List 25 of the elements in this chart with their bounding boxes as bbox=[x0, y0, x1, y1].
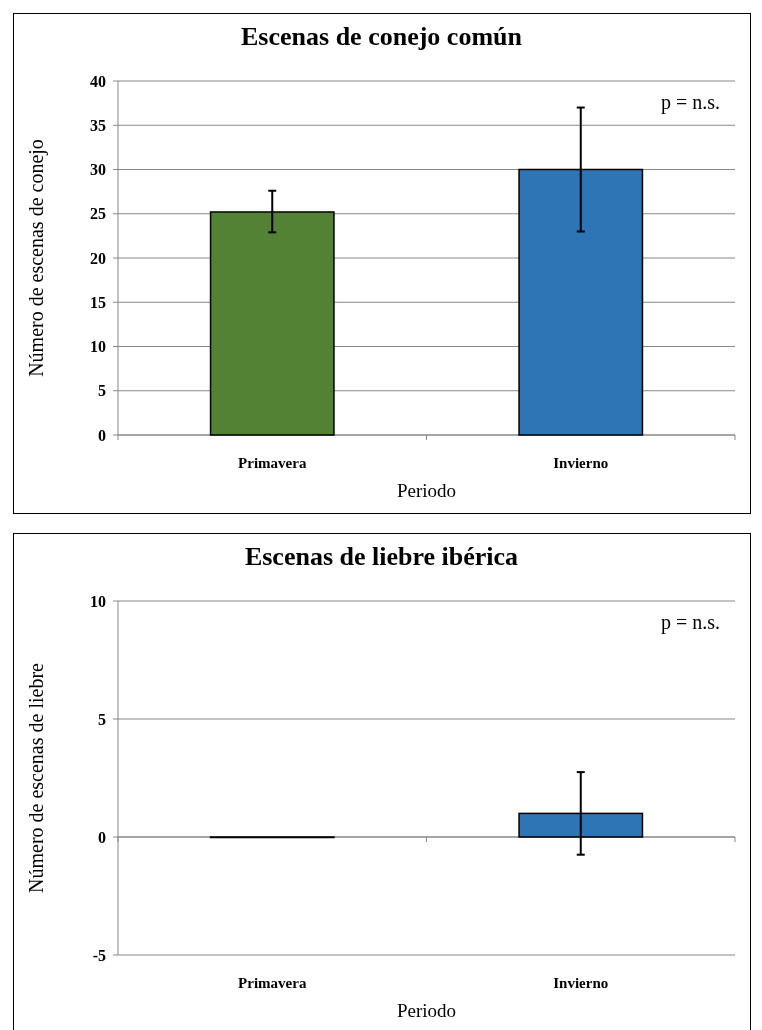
chart-title: Escenas de liebre ibérica bbox=[244, 542, 519, 571]
chart-title: Escenas de conejo común bbox=[241, 22, 523, 51]
y-axis-title: Número de escenas de conejo bbox=[25, 139, 48, 377]
annotation: p = n.s. bbox=[660, 611, 720, 634]
x-tick-label: Primavera bbox=[238, 975, 307, 991]
y-axis-title: Número de escenas de liebre bbox=[25, 662, 47, 893]
y-tick-label: 40 bbox=[90, 72, 106, 90]
y-tick-label: 35 bbox=[90, 116, 106, 134]
y-tick-label: 10 bbox=[90, 338, 106, 356]
y-tick-label: 0 bbox=[98, 828, 106, 846]
y-tick-label: 5 bbox=[98, 710, 106, 728]
y-tick-label: 15 bbox=[90, 293, 106, 311]
y-tick-label: 0 bbox=[98, 426, 106, 444]
y-tick-label: 5 bbox=[98, 382, 106, 400]
y-tick-label: -5 bbox=[92, 946, 106, 964]
annotation: p = n.s. bbox=[660, 91, 720, 114]
x-tick-label: Invierno bbox=[553, 975, 609, 991]
x-axis-title: Periodo bbox=[396, 1000, 457, 1021]
x-tick-label: Primavera bbox=[238, 455, 307, 471]
y-tick-label: 10 bbox=[90, 592, 106, 610]
y-tick-label: 30 bbox=[90, 161, 106, 179]
y-tick-label: 25 bbox=[90, 205, 106, 223]
x-tick-label: Invierno bbox=[553, 455, 609, 471]
y-tick-label: 20 bbox=[90, 249, 106, 267]
x-axis-title: Periodo bbox=[396, 480, 457, 501]
